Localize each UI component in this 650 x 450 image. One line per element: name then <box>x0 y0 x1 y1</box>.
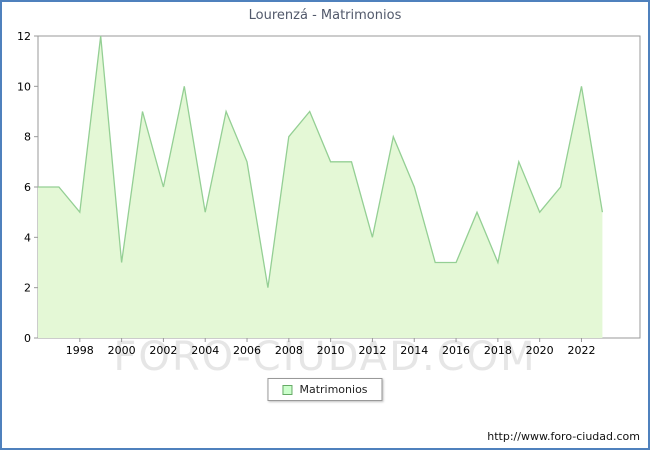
legend-swatch-icon <box>282 384 293 395</box>
y-tick-label: 4 <box>24 231 31 244</box>
x-tick-label: 2012 <box>358 344 386 357</box>
x-tick-label: 2006 <box>233 344 261 357</box>
y-tick-label: 10 <box>17 80 31 93</box>
legend: Matrimonios <box>267 378 383 401</box>
y-tick-label: 12 <box>17 30 31 43</box>
series-line <box>38 35 604 288</box>
y-tick-label: 6 <box>24 181 31 194</box>
chart-title: Lourenzá - Matrimonios <box>248 8 402 23</box>
x-tick-label: 2000 <box>108 344 136 357</box>
y-tick-label: 2 <box>24 282 31 295</box>
x-tick-label: 2022 <box>567 344 595 357</box>
x-tick-label: 2004 <box>191 344 219 357</box>
y-tick-label: 8 <box>24 131 31 144</box>
y-tick-label: 0 <box>24 332 31 345</box>
x-tick-label: 2018 <box>484 344 512 357</box>
footer-url: http://www.foro-ciudad.com <box>487 430 640 443</box>
x-tick-label: 2008 <box>275 344 303 357</box>
x-tick-label: 1998 <box>66 344 94 357</box>
x-tick-label: 2020 <box>526 344 554 357</box>
x-tick-label: 2002 <box>149 344 177 357</box>
x-tick-label: 2016 <box>442 344 470 357</box>
x-tick-label: 2014 <box>400 344 428 357</box>
x-tick-label: 2010 <box>317 344 345 357</box>
legend-label: Matrimonios <box>299 383 368 396</box>
